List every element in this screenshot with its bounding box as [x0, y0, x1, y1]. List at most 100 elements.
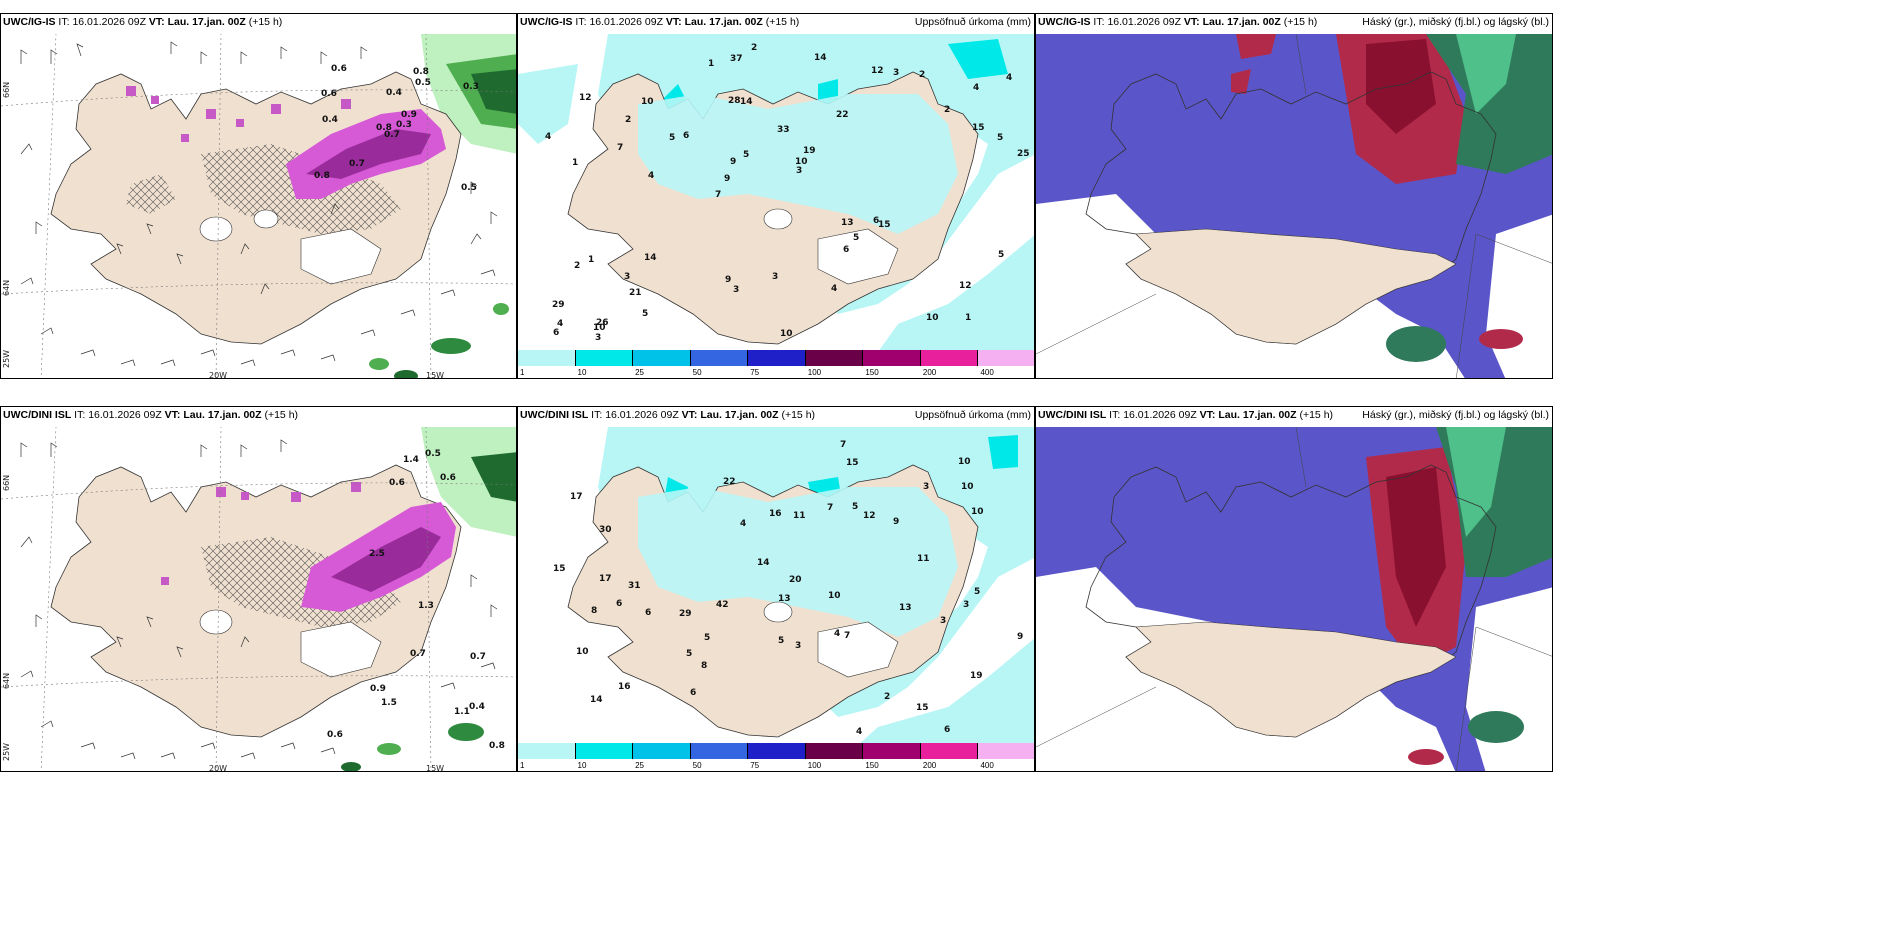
map-clouds[interactable]	[1036, 34, 1553, 379]
value-label: 0.4	[386, 88, 402, 98]
lat-66n-label: 66N	[2, 475, 11, 491]
colorbar-tick-label: 50	[692, 368, 702, 377]
value-label: 0.7	[384, 130, 400, 140]
value-label: 14	[740, 97, 753, 107]
panel-subtitle: Uppsöfnuð úrkoma (mm)	[914, 16, 1031, 28]
value-label: 6	[873, 216, 879, 226]
value-label: 7	[715, 190, 721, 200]
value-label: 14	[757, 558, 770, 568]
value-label: 31	[628, 581, 641, 591]
map-wind-icing[interactable]: 0.6 0.7 1.3 0.7 0.6 0.5 0.4 0.6 1.1 0.9 0.8 2.5 1.5 1…	[1, 427, 517, 772]
value-label: 15	[916, 703, 929, 713]
panel-subtitle: Háský (gr.), miðský (fj.bl.) og lágský (…	[1362, 16, 1549, 28]
value-label: 9	[725, 275, 731, 285]
value-label: 17	[570, 492, 583, 502]
value-label: 19	[970, 671, 983, 681]
value-label: 2	[884, 692, 890, 702]
colorbar-segment	[633, 350, 691, 366]
value-label: 0.6	[321, 89, 337, 99]
colorbar-tick-label: 150	[865, 368, 879, 377]
value-label: 4	[834, 629, 840, 639]
lat-64n-label: 64N	[2, 280, 11, 296]
colorbar-tick-label: 200	[922, 368, 937, 377]
lon-25w-label: 25W	[2, 743, 11, 761]
lon-25w-label: 25W	[2, 350, 11, 368]
panel-wind-icing-dini[interactable]: UWC/DINI ISL IT: 16.01.2026 09Z VT: Lau.…	[0, 406, 517, 772]
value-label: 13	[778, 594, 791, 604]
colorbar-segment	[690, 350, 749, 366]
value-label: 4	[1006, 73, 1012, 83]
value-label: 0.9	[370, 684, 386, 694]
value-label: 5	[997, 133, 1003, 143]
value-label: 10	[641, 97, 654, 107]
value-label: 4	[831, 284, 837, 294]
value-label: 21	[629, 288, 642, 298]
value-label: 16	[618, 682, 631, 692]
panel-title: UWC/DINI ISL IT: 16.01.2026 09Z VT: Lau.…	[3, 409, 299, 421]
value-label: 1.4	[403, 455, 419, 465]
value-label: 1.3	[418, 601, 434, 611]
value-label: 5	[642, 309, 648, 319]
value-label: 22	[836, 110, 849, 120]
precip-colorbar: 1 10 25 50 75 100 150 200 400	[518, 743, 1034, 771]
panel-title: UWC/DINI ISL IT: 16.01.2026 09Z VT: Lau.…	[520, 409, 816, 421]
value-label: 10	[926, 313, 939, 323]
value-label: 42	[716, 600, 729, 610]
value-label: 4	[545, 132, 551, 142]
value-label: 19	[803, 146, 816, 156]
colorbar-tick-label: 25	[635, 761, 645, 770]
map-wind-icing[interactable]: 0.70.60.80.80.90.70.80.40.50.30.60.50.40…	[1, 34, 517, 379]
value-label: 29	[552, 300, 565, 310]
iceland-landmass	[1125, 621, 1457, 738]
value-label: 4	[973, 83, 979, 93]
value-label: 25	[1017, 149, 1030, 159]
panel-title: UWC/IG-IS IT: 16.01.2026 09Z VT: Lau. 17…	[1038, 16, 1318, 28]
panel-clouds-dini[interactable]: UWC/DINI ISL IT: 16.01.2026 09Z VT: Lau.…	[1035, 406, 1553, 772]
icing-values: 0.70.60.80.80.90.70.80.40.50.30.60.50.40…	[314, 64, 479, 193]
value-label: 0.7	[470, 652, 486, 662]
panel-title: UWC/IG-IS IT: 16.01.2026 09Z VT: Lau. 17…	[520, 16, 800, 28]
value-label: 14	[590, 695, 603, 705]
value-label: 3	[940, 616, 946, 626]
value-label: 6	[843, 245, 849, 255]
value-label: 0.8	[376, 123, 392, 133]
map-precipitation[interactable]: 1147222628331629211419151237251315999101…	[518, 34, 1035, 352]
value-label: 0.8	[489, 741, 505, 751]
value-label: 14	[814, 53, 827, 63]
precip-values: 1147222628331629211419151237251315999101…	[545, 43, 1030, 343]
colorbar-tick-label: 100	[807, 368, 822, 377]
colorbar-segment	[920, 743, 979, 759]
value-label: 0.3	[463, 82, 479, 92]
value-label: 3	[772, 272, 778, 282]
value-label: 13	[841, 218, 854, 228]
value-label: 0.4	[322, 115, 338, 125]
value-label: 13	[899, 603, 912, 613]
value-label: 3	[733, 285, 739, 295]
panel-clouds-igis[interactable]: UWC/IG-IS IT: 16.01.2026 09Z VT: Lau. 17…	[1035, 13, 1553, 379]
value-label: 14	[644, 253, 657, 263]
value-label: 17	[599, 574, 612, 584]
precip-medium	[948, 39, 1008, 79]
value-label: 4	[856, 727, 862, 737]
value-label: 4	[648, 171, 654, 181]
lon-15w-label: 15W	[426, 371, 444, 379]
value-label: 0.6	[389, 478, 405, 488]
value-label: 10	[958, 457, 971, 467]
panel-subtitle: Uppsöfnuð úrkoma (mm)	[914, 409, 1031, 421]
icing-values: 0.6 0.7 1.3 0.7 0.6 0.5 0.4 0.6 1.1 0.9 0.8 2.5 1.5 1…	[327, 449, 505, 751]
panel-wind-icing-igis[interactable]: UWC/IG-IS IT: 16.01.2026 09Z VT: Lau. 17…	[0, 13, 517, 379]
high-cloud-layer	[1426, 34, 1552, 174]
panel-precip-dini[interactable]: UWC/DINI ISL IT: 16.01.2026 09Z VT: Lau.…	[517, 406, 1035, 772]
value-label: 6	[690, 688, 696, 698]
panel-precip-igis[interactable]: UWC/IG-IS IT: 16.01.2026 09Z VT: Lau. 17…	[517, 13, 1035, 379]
value-label: 6	[645, 608, 651, 618]
colorbar-tick-label: 25	[635, 368, 645, 377]
value-label: 0.5	[425, 449, 441, 459]
colorbar-tick-label: 10	[577, 368, 587, 377]
value-label: 3	[963, 600, 969, 610]
colorbar-segment	[978, 743, 1034, 759]
value-label: 33	[777, 125, 790, 135]
map-clouds[interactable]	[1036, 427, 1553, 772]
